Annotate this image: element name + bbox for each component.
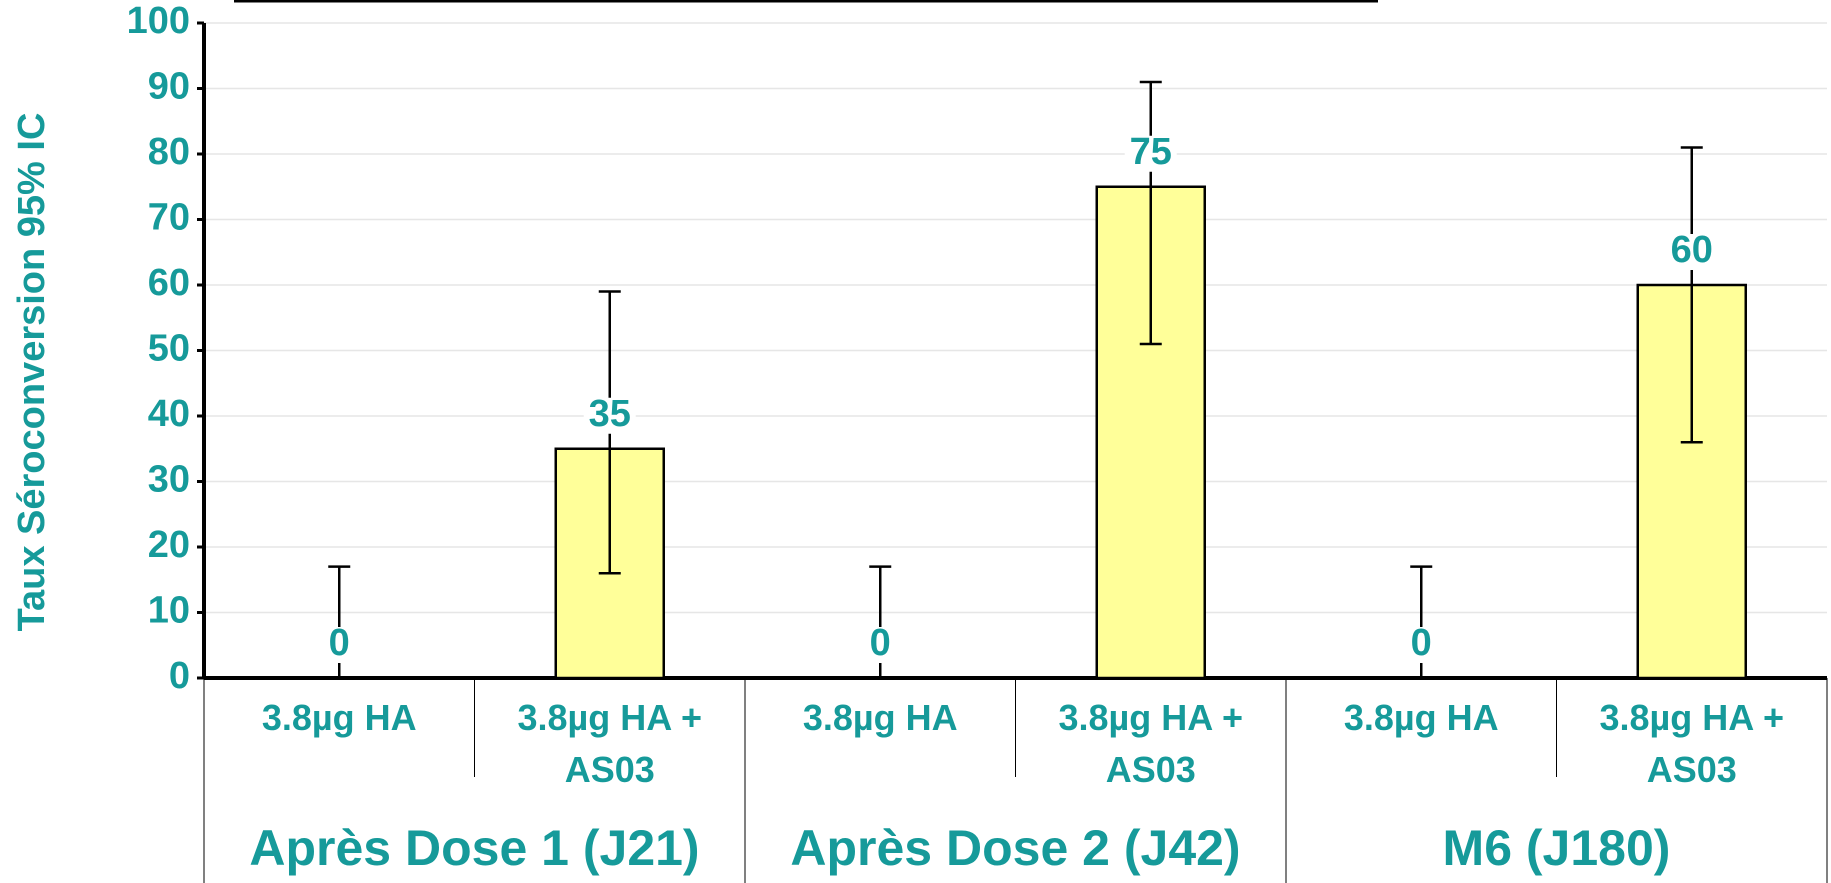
value-label-bg — [313, 627, 366, 663]
group-label: Après Dose 2 (J42) — [790, 820, 1240, 876]
y-tick-label: 80 — [148, 131, 190, 173]
x-tick-label: 3.8µg HA — [262, 697, 417, 738]
y-tick-label: 0 — [169, 655, 190, 697]
value-label-bg — [1124, 135, 1177, 172]
x-tick-label: 3.8µg HA — [1344, 697, 1499, 738]
y-tick-label: 30 — [148, 459, 190, 501]
y-tick-label: 20 — [148, 524, 190, 566]
value-label: 75 — [1130, 131, 1172, 173]
value-label-bg — [854, 627, 907, 663]
y-axis-label: Taux Séroconversion 95% IC — [11, 113, 53, 632]
y-tick-label: 90 — [148, 66, 190, 108]
value-label-bg — [1665, 234, 1718, 270]
value-label: 35 — [589, 393, 631, 435]
value-label-bg — [583, 397, 636, 434]
value-label: 0 — [870, 622, 891, 664]
x-tick-label: 3.8µg HA + AS03 — [1600, 697, 1784, 790]
value-label: 0 — [1411, 622, 1432, 664]
x-tick-label: 3.8µg HA + AS03 — [1059, 697, 1243, 790]
value-label: 0 — [329, 622, 350, 664]
y-tick-label: 100 — [127, 0, 190, 42]
group-label: Après Dose 1 (J21) — [249, 820, 699, 876]
x-tick-label: 3.8µg HA — [803, 697, 958, 738]
y-tick-label: 40 — [148, 393, 190, 435]
value-label: 60 — [1671, 229, 1713, 271]
y-tick-label: 50 — [148, 328, 190, 370]
y-tick-label: 10 — [148, 590, 190, 632]
group-label: M6 (J180) — [1443, 820, 1671, 876]
x-tick-label: 3.8µg HA + AS03 — [518, 697, 702, 790]
y-tick-label: 60 — [148, 262, 190, 304]
value-label-bg — [1395, 627, 1448, 663]
y-tick-label: 70 — [148, 197, 190, 239]
